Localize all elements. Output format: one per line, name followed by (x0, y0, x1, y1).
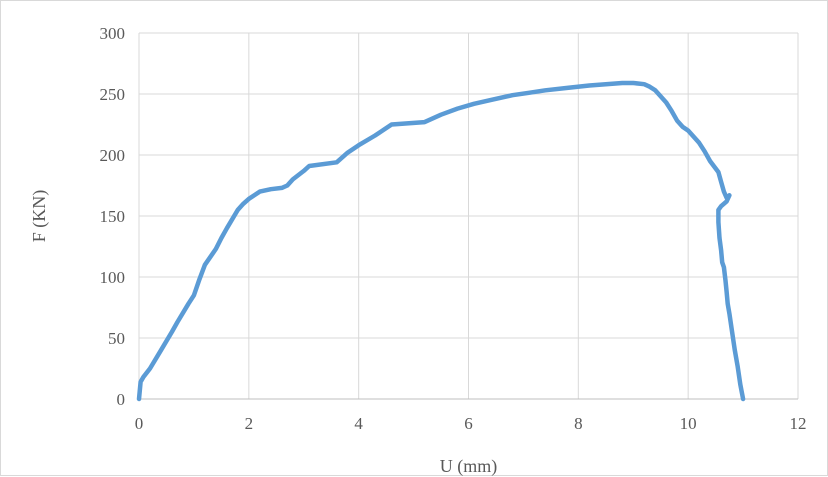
series-line (136, 80, 746, 402)
x-axis-label: U (mm) (440, 456, 498, 477)
x-tick-label: 8 (574, 414, 583, 433)
x-tick-label: 4 (354, 414, 363, 433)
y-tick-label: 200 (100, 146, 126, 165)
tick-labels: 0 50 100 150 200 250 300 0 2 4 6 8 10 12 (100, 24, 807, 433)
y-tick-label: 150 (100, 207, 126, 226)
y-tick-label: 300 (100, 24, 126, 43)
axes (138, 33, 798, 400)
y-tick-label: 50 (108, 329, 125, 348)
x-tick-label: 6 (464, 414, 473, 433)
x-tick-label: 12 (790, 414, 807, 433)
x-tick-label: 0 (135, 414, 144, 433)
x-tick-label: 2 (245, 414, 254, 433)
y-tick-label: 0 (117, 390, 126, 409)
gridlines (139, 32, 799, 399)
y-tick-label: 250 (100, 85, 126, 104)
series-group (136, 80, 746, 402)
y-axis-label: F (KN) (29, 190, 50, 243)
x-tick-label: 10 (680, 414, 697, 433)
y-tick-label: 100 (100, 268, 126, 287)
